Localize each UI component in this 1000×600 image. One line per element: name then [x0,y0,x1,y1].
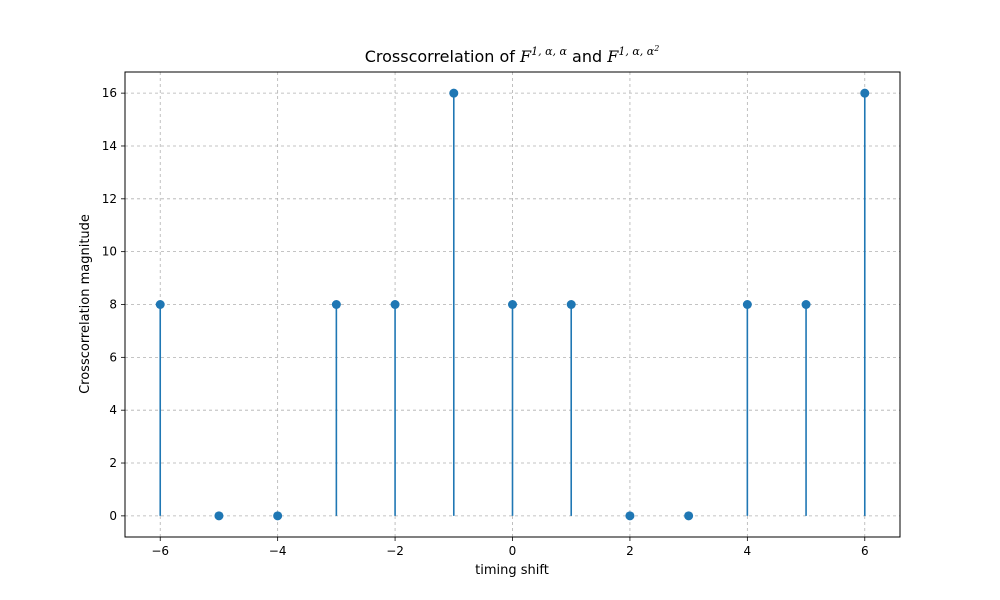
stem-layer [155,88,870,521]
y-tick-label: 0 [109,509,117,523]
title-term2-base: F [606,47,619,66]
stem-marker [508,300,517,309]
stem-marker [625,511,635,521]
stem-marker [449,88,459,98]
x-tick-label: 2 [626,544,634,558]
y-tick-label: 14 [102,139,117,153]
y-tick-label: 10 [102,245,117,259]
stem-marker [684,511,694,521]
x-tick-label: 6 [861,544,869,558]
stem-marker [155,300,165,309]
title-term2-sup: 1, α, α [618,45,654,58]
y-tick-label: 2 [109,456,117,470]
y-tick-label: 6 [109,350,117,364]
y-tick-label: 8 [109,298,117,312]
stem-marker [860,88,870,98]
stem-marker [390,300,400,309]
x-tick-label: −2 [386,544,404,558]
x-axis-label: timing shift [475,563,549,578]
title-term1-sup: 1, α, α [531,45,567,58]
stem-marker [273,511,283,521]
x-tick-label: 4 [744,544,752,558]
x-tick-label: −6 [151,544,169,558]
chart-title: Crosscorrelation of F1, α, α and F1, α, … [365,44,660,66]
y-tick-label: 12 [102,192,117,206]
y-tick-label: 4 [109,403,117,417]
title-prefix: Crosscorrelation of [365,47,520,66]
y-tick-label: 16 [102,86,117,100]
stem-marker [214,511,224,521]
stem-marker [742,300,752,309]
stem-marker [566,300,576,309]
stem-marker [801,300,811,309]
y-axis-label: Crosscorrelation magnitude [78,214,93,394]
tick-layer: −6 −4 −2 0 2 4 6 0 2 4 6 8 10 12 14 16 [102,86,869,558]
title-joiner: and [567,47,607,66]
title-term2-sup-exp: 2 [653,44,659,53]
title-term1-base: F [519,47,532,66]
stem-marker [331,300,341,309]
x-tick-label: 0 [509,544,517,558]
x-tick-label: −4 [269,544,287,558]
